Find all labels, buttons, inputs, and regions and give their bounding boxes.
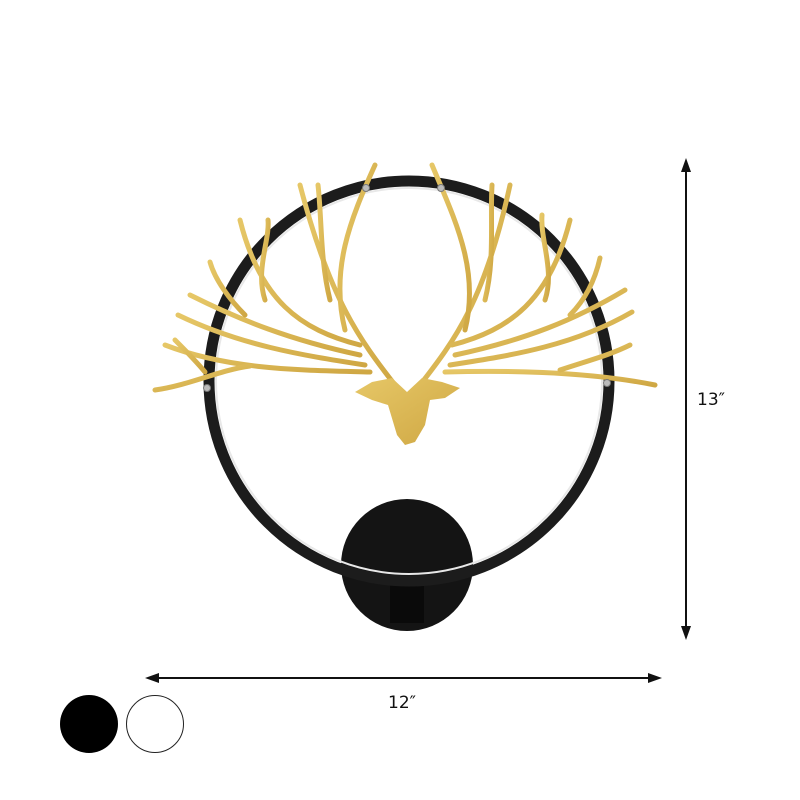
wall-backplate	[341, 499, 473, 631]
deer-head	[355, 378, 460, 445]
width-dimension-arrow	[145, 673, 662, 683]
height-dimension-arrow	[681, 158, 691, 640]
antlers	[152, 162, 658, 393]
led-strip	[215, 187, 603, 575]
screws	[203, 184, 611, 392]
color-swatch-white[interactable]	[126, 695, 184, 753]
height-label: 13″	[697, 390, 725, 410]
color-swatch-black[interactable]	[60, 695, 118, 753]
width-label: 12″	[388, 693, 416, 713]
mount-bracket	[390, 585, 424, 623]
